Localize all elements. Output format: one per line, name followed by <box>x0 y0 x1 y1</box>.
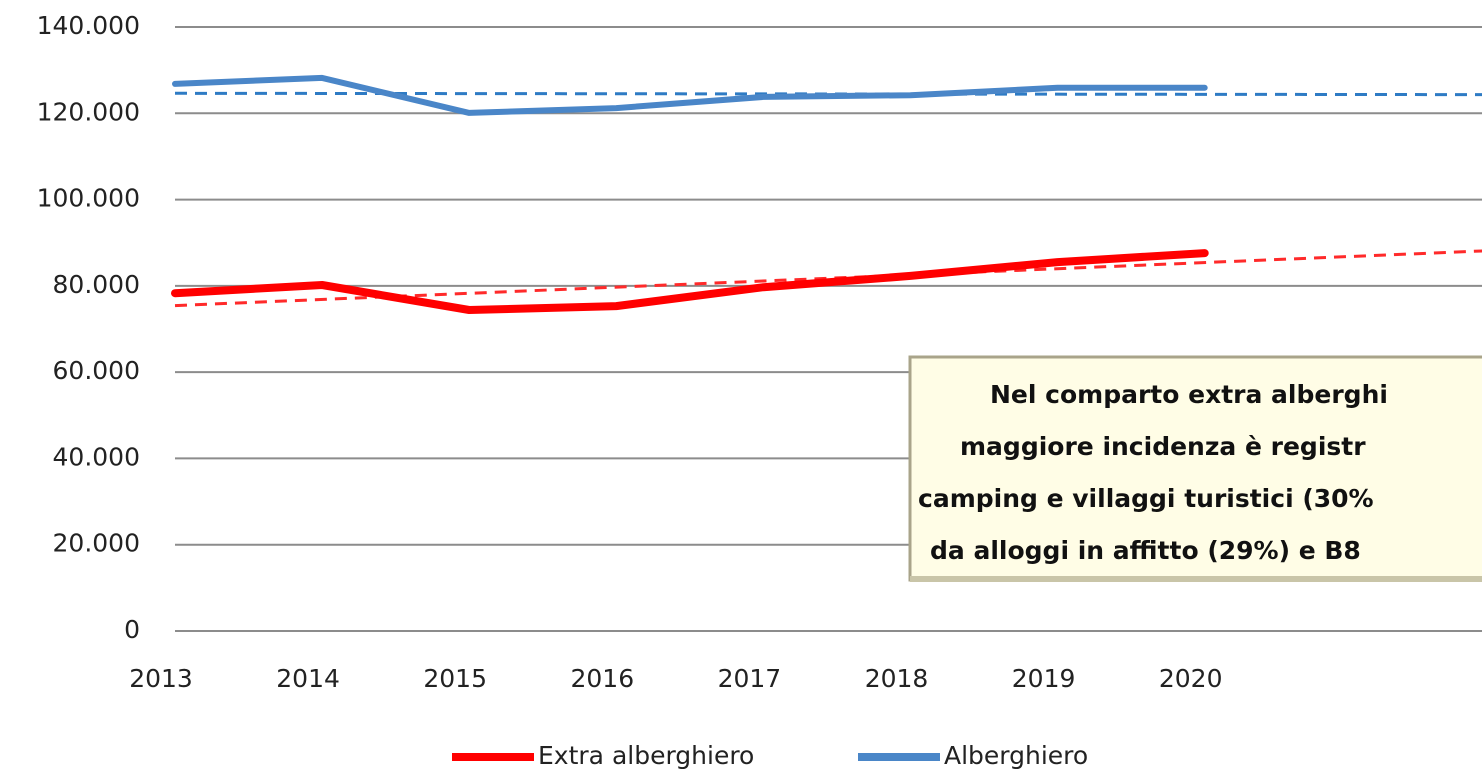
y-tick-label: 40.000 <box>53 442 140 471</box>
y-tick-label: 60.000 <box>53 356 140 385</box>
annotation-text: da alloggi in affitto (29%) e B8 <box>930 536 1361 565</box>
series-line <box>172 74 1208 116</box>
y-tick-label: 100.000 <box>37 184 140 213</box>
legend-label: Extra alberghiero <box>538 741 754 770</box>
y-tick-label: 80.000 <box>53 270 140 299</box>
y-tick-label: 140.000 <box>37 11 140 40</box>
x-tick-label: 2018 <box>865 664 929 693</box>
x-tick-label: 2020 <box>1159 664 1223 693</box>
series-line <box>171 249 1209 314</box>
annotation-text: Nel comparto extra alberghi <box>990 380 1388 409</box>
x-tick-label: 2019 <box>1012 664 1076 693</box>
x-tick-label: 2015 <box>423 664 487 693</box>
legend-label: Alberghiero <box>944 741 1088 770</box>
x-tick-label: 2013 <box>129 664 193 693</box>
annotation-text: camping e villaggi turistici (30% <box>918 484 1374 513</box>
y-tick-label: 0 <box>124 615 140 644</box>
y-tick-label: 20.000 <box>53 529 140 558</box>
x-tick-label: 2017 <box>718 664 782 693</box>
y-tick-label: 120.000 <box>37 97 140 126</box>
x-tick-label: 2016 <box>570 664 634 693</box>
annotation-shadow <box>910 576 1482 582</box>
annotation-text: maggiore incidenza è registr <box>960 432 1366 461</box>
x-tick-label: 2014 <box>276 664 340 693</box>
